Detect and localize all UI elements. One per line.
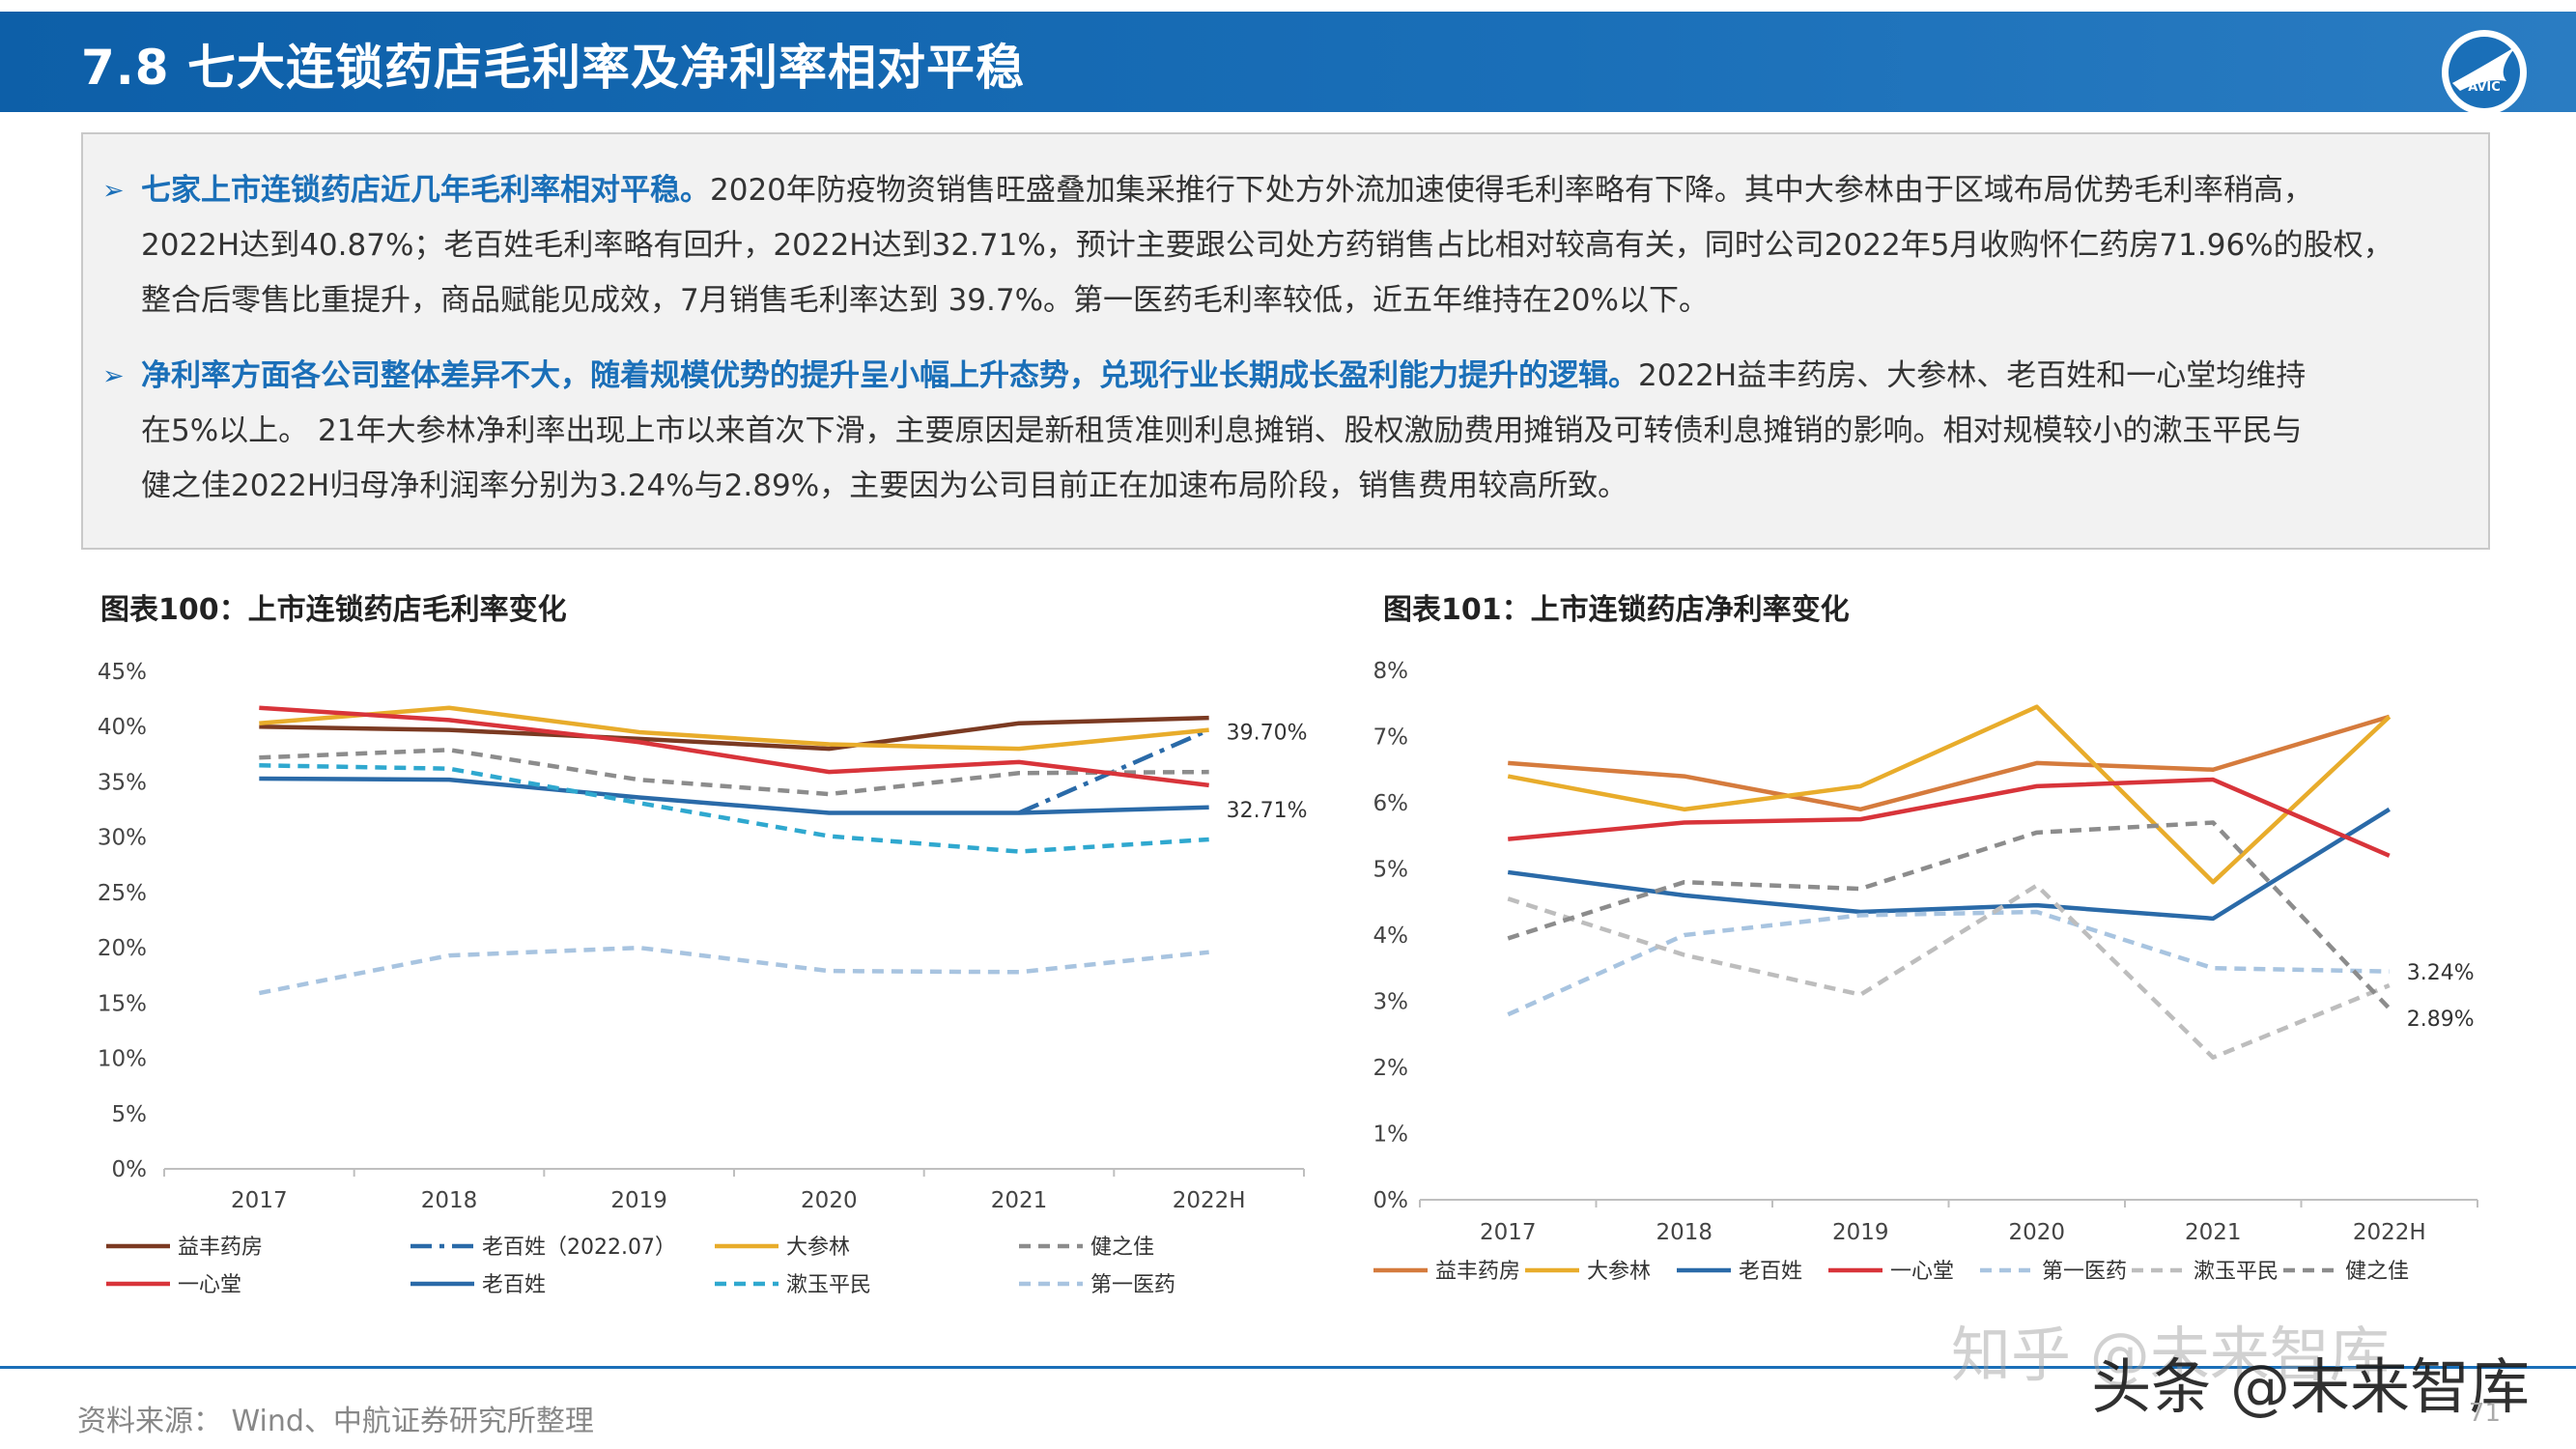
y-tick-label: 40% — [98, 715, 147, 740]
page-header: 7.8 七大连锁药店毛利率及净利率相对平稳 AVIC — [0, 12, 2576, 115]
paragraph-1-lead: 七家上市连锁药店近几年毛利率相对平稳。 — [141, 173, 710, 208]
watermark: 头条 @未来智库 — [2091, 1351, 2530, 1422]
series-line — [259, 763, 1209, 854]
y-tick-label: 30% — [98, 826, 147, 851]
y-tick-label: 3% — [1373, 990, 1409, 1015]
data-label: 39.70% — [1227, 722, 1308, 746]
series-line — [259, 705, 1209, 752]
y-tick-label: 2% — [1373, 1056, 1409, 1081]
y-tick-label: 0% — [1373, 1188, 1409, 1213]
net-margin-chart: 0% 1% 2% 3% 4% 5% 6% 7% 8% 2017 2018 2019 2020 2021 20… — [1373, 659, 2478, 1284]
y-tick-label: 5% — [112, 1102, 148, 1127]
series-line — [1507, 909, 2390, 1017]
x-tick-label: 2021 — [2185, 1220, 2242, 1245]
paragraph-2-line: 在5%以上。 21年大参林净利率出现上市以来首次下滑，主要原因是新租赁准则利息摊… — [141, 413, 2303, 448]
footer-divider — [0, 1366, 2576, 1369]
page-title: 7.8 七大连锁药店毛利率及净利率相对平稳 — [81, 40, 1025, 96]
y-tick-label: 4% — [1373, 923, 1409, 949]
y-tick-label: 20% — [98, 936, 147, 961]
series-line — [1507, 883, 2391, 1060]
legend-label: 益丰药房 — [178, 1236, 263, 1260]
y-tick-label: 10% — [98, 1047, 147, 1072]
series-line — [259, 748, 1209, 797]
legend-label: 健之佳 — [2345, 1260, 2409, 1284]
paragraph-gross-margin: ➢ 七家上市连锁药店近几年毛利率相对平稳。2020年防疫物资销售旺盛叠加集采推行… — [102, 163, 2459, 328]
paragraph-1-line: 2022H达到40.87%；老百姓毛利率略有回升，2022H达到32.71%，预… — [141, 228, 2393, 263]
y-tick-label: 35% — [98, 770, 147, 795]
legend-label: 第一医药 — [1090, 1273, 1175, 1294]
series-line — [1507, 807, 2391, 922]
chart-101-title: 图表101：上市连锁药店净利率变化 — [1383, 593, 1850, 627]
y-tick-label: 45% — [98, 660, 147, 685]
y-tick-label: 15% — [98, 991, 147, 1016]
data-label: 3.24% — [2407, 961, 2475, 985]
legend-label: 老百姓（2022.07） — [482, 1236, 676, 1260]
chart-100-title: 图表100：上市连锁药店毛利率变化 — [100, 593, 567, 627]
legend-label: 漱玉平民 — [786, 1273, 871, 1294]
source-note: 资料来源： Wind、中航证券研究所整理 — [77, 1405, 594, 1438]
series-line — [259, 715, 1209, 752]
legend-label: 老百姓 — [482, 1273, 546, 1294]
y-tick-label: 0% — [112, 1157, 148, 1182]
paragraph-1-line: 2020年防疫物资销售旺盛叠加集采推行下处方外流加速使得毛利率略有下降。其中大参… — [710, 173, 2313, 208]
paragraph-2-lead: 净利率方面各公司整体差异不大，随着规模优势的提升呈小幅上升态势，兑现行业长期成长… — [141, 358, 1638, 393]
series-line — [259, 705, 1209, 788]
paragraph-2-line: 健之佳2022H归母净利润率分别为3.24%与2.89%，主要因为公司目前正在加… — [141, 469, 1628, 503]
x-tick-label: 2020 — [2008, 1220, 2065, 1245]
data-label: 32.71% — [1227, 799, 1308, 823]
series-line — [1508, 777, 2391, 858]
arrow-bullet-icon: ➢ — [102, 176, 125, 206]
legend-label: 大参林 — [1587, 1260, 1651, 1284]
legend-label: 一心堂 — [178, 1273, 241, 1294]
summary-box: ➢ 七家上市连锁药店近几年毛利率相对平稳。2020年防疫物资销售旺盛叠加集采推行… — [81, 132, 2490, 550]
series-line — [1508, 714, 2391, 812]
y-tick-label: 8% — [1373, 659, 1409, 684]
data-label: 2.89% — [2407, 1008, 2475, 1032]
legend-label: 益丰药房 — [1435, 1260, 1520, 1284]
series-line — [259, 776, 1209, 815]
faint-watermark: 知乎 @未来智库 — [1951, 1320, 2390, 1390]
y-tick-label: 1% — [1373, 1122, 1409, 1148]
legend-label: 一心堂 — [1890, 1260, 1954, 1284]
x-tick-label: 2018 — [421, 1188, 478, 1213]
y-tick-label: 6% — [1373, 791, 1409, 816]
x-tick-label: 2020 — [801, 1188, 858, 1213]
y-tick-label: 5% — [1373, 858, 1409, 883]
legend-label: 大参林 — [786, 1236, 850, 1260]
legend-label: 漱玉平民 — [2194, 1260, 2279, 1284]
x-tick-label: 2019 — [1832, 1220, 1889, 1245]
arrow-bullet-icon: ➢ — [102, 361, 125, 391]
x-tick-label: 2017 — [1480, 1220, 1537, 1245]
legend-label: 健之佳 — [1090, 1236, 1154, 1260]
avic-logo-icon: AVIC — [2442, 30, 2527, 115]
logo-text: AVIC — [2468, 80, 2501, 95]
gross-margin-chart: 0% 5% 10% 15% 20% 25% 30% 35% 40% 45% 2017 2018 2019… — [98, 660, 1308, 1294]
y-tick-label: 7% — [1373, 725, 1409, 751]
legend-label: 第一医药 — [2042, 1260, 2127, 1284]
legend-label: 老百姓 — [1739, 1260, 1802, 1284]
paragraph-net-margin: ➢ 净利率方面各公司整体差异不大，随着规模优势的提升呈小幅上升态势，兑现行业长期… — [102, 349, 2459, 514]
paragraph-1-line: 整合后零售比重提升，商品赋能见成效，7月销售毛利率达到 39.7%。第一医药毛利… — [141, 283, 1709, 318]
x-tick-label: 2022H — [1173, 1188, 1246, 1213]
series-line — [258, 945, 1209, 996]
series-line — [1507, 704, 2392, 885]
y-tick-label: 25% — [98, 881, 147, 906]
series-line — [1507, 820, 2392, 1010]
x-tick-label: 2017 — [231, 1188, 288, 1213]
x-tick-label: 2021 — [991, 1188, 1048, 1213]
x-tick-label: 2018 — [1656, 1220, 1713, 1245]
x-tick-label: 2022H — [2353, 1220, 2426, 1245]
page-number: 71 — [2468, 1399, 2501, 1428]
x-tick-label: 2019 — [610, 1188, 667, 1213]
paragraph-2-line: 2022H益丰药房、大参林、老百姓和一心堂均维持 — [1638, 358, 2307, 393]
